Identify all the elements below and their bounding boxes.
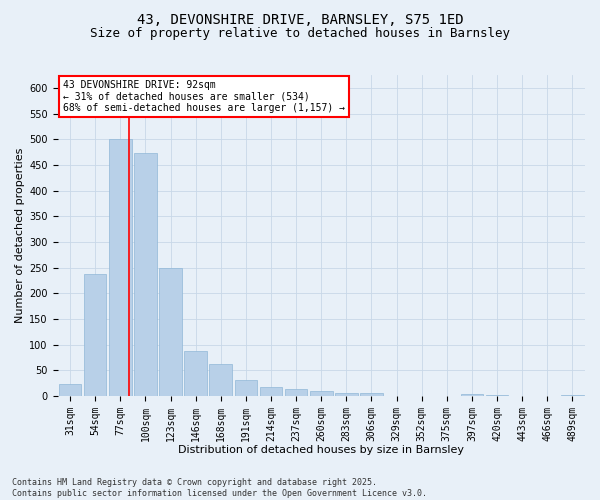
Text: 43, DEVONSHIRE DRIVE, BARNSLEY, S75 1ED: 43, DEVONSHIRE DRIVE, BARNSLEY, S75 1ED [137,12,463,26]
Bar [486,395,508,396]
Bar [134,153,157,396]
Bar [84,274,106,396]
Bar [310,391,332,396]
Bar [159,268,182,396]
X-axis label: Distribution of detached houses by size in Barnsley: Distribution of detached houses by size … [178,445,464,455]
Text: 43 DEVONSHIRE DRIVE: 92sqm
← 31% of detached houses are smaller (534)
68% of sem: 43 DEVONSHIRE DRIVE: 92sqm ← 31% of deta… [63,80,345,113]
Bar [109,139,131,396]
Bar [360,394,383,396]
Bar [461,394,483,396]
Bar [184,351,207,396]
Bar [209,364,232,396]
Bar [235,380,257,396]
Bar [260,386,283,396]
Bar [335,393,358,396]
Y-axis label: Number of detached properties: Number of detached properties [15,148,25,323]
Text: Contains HM Land Registry data © Crown copyright and database right 2025.
Contai: Contains HM Land Registry data © Crown c… [12,478,427,498]
Bar [59,384,82,396]
Bar [285,389,307,396]
Text: Size of property relative to detached houses in Barnsley: Size of property relative to detached ho… [90,28,510,40]
